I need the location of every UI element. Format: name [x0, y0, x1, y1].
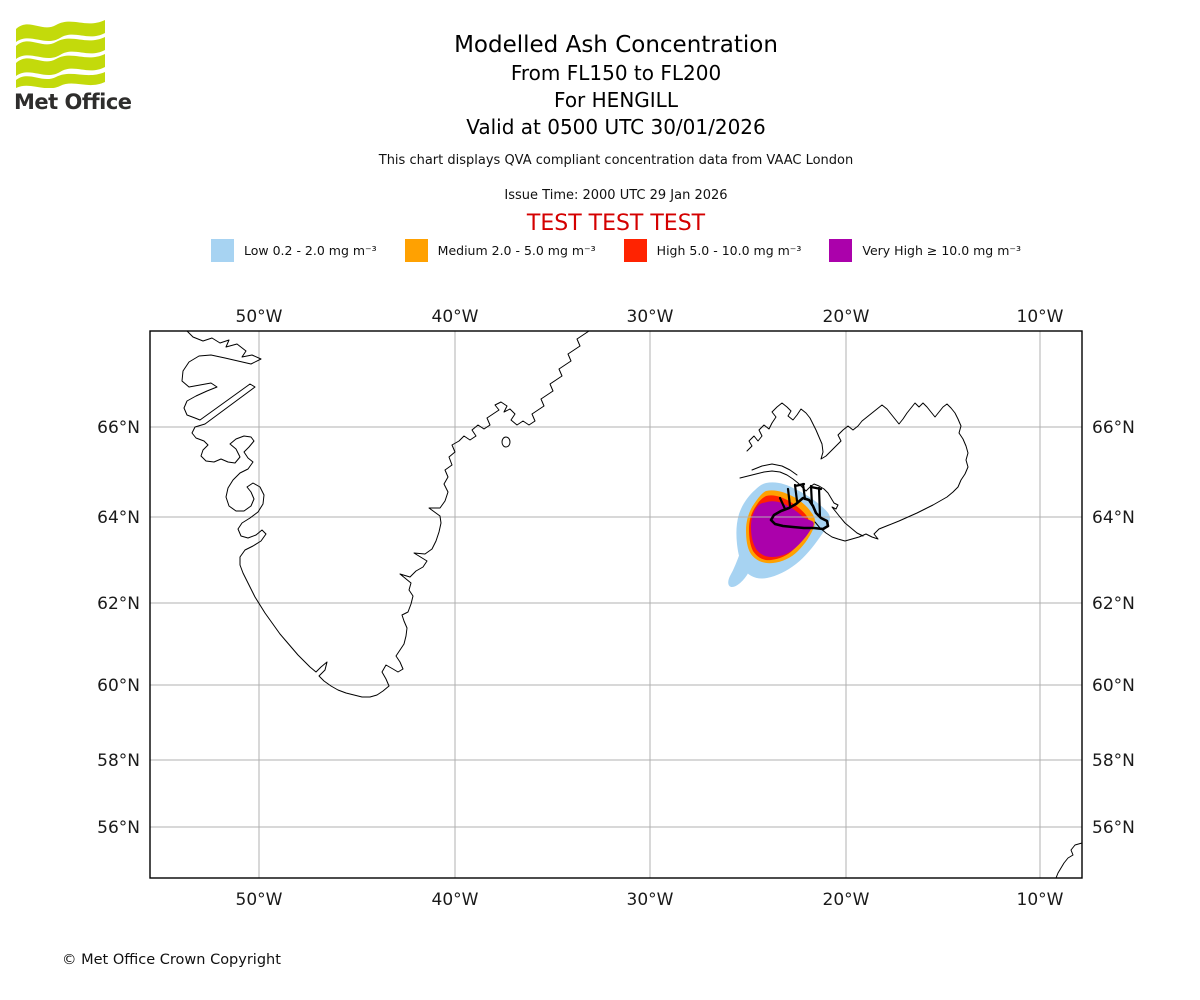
legend-item-very_high: Very High ≥ 10.0 mg m⁻³: [829, 239, 1021, 262]
lon-tick-label-top: 20°W: [823, 307, 870, 327]
greenland-offshore-island: [501, 436, 511, 448]
coastlines: [181, 330, 1083, 879]
met-office-waves-icon: [16, 20, 105, 89]
legend-swatch-medium: [404, 239, 428, 262]
lat-tick-label-right: 60°N: [1092, 676, 1135, 696]
iceland-snaefellsnes-segment: [751, 463, 798, 476]
header-block: Modelled Ash Concentration From FL150 to…: [32, 0, 1200, 236]
copyright-note: © Met Office Crown Copyright: [62, 952, 281, 968]
qva-note: This chart displays QVA compliant concen…: [378, 153, 854, 168]
lat-tick-label-right: 56°N: [1092, 818, 1135, 838]
legend-swatch-low: [211, 239, 234, 262]
legend-item-high: High 5.0 - 10.0 mg m⁻³: [623, 239, 802, 262]
plume-very-high-area: [751, 501, 814, 557]
lon-tick-label-top: 10°W: [1017, 307, 1064, 327]
source-region-hatch-icon: [778, 482, 823, 519]
legend-label-high: High 5.0 - 10.0 mg m⁻³: [656, 243, 802, 258]
source-region-marker: [769, 482, 830, 531]
legend-label-medium: Medium 2.0 - 5.0 mg m⁻³: [437, 243, 596, 258]
greenland-coastline: [181, 330, 590, 698]
legend-item-medium: Medium 2.0 - 5.0 mg m⁻³: [404, 239, 596, 262]
lat-tick-label-right: 62°N: [1092, 594, 1135, 614]
map-border: [149, 330, 1083, 879]
legend-item-low: Low 0.2 - 2.0 mg m⁻³: [211, 239, 377, 262]
lon-tick-label-bottom: 40°W: [432, 890, 479, 910]
legend-swatch-high: [623, 239, 647, 262]
plume-low-tail: [728, 548, 751, 587]
issue-time: Issue Time: 2000 UTC 29 Jan 2026: [504, 188, 728, 203]
lat-tick-label-left: 60°N: [97, 676, 140, 696]
lon-tick-label-bottom: 10°W: [1017, 890, 1064, 910]
lat-tick-label-right: 66°N: [1092, 418, 1135, 438]
iceland-west-coast-segment: [739, 470, 864, 537]
flight-level-subtitle: From FL150 to FL200: [510, 61, 722, 85]
concentration-legend: Low 0.2 - 2.0 mg m⁻³ Medium 2.0 - 5.0 mg …: [32, 239, 1200, 262]
map-frame: [149, 330, 1083, 879]
volcano-subtitle: For HENGILL: [554, 88, 678, 112]
lon-tick-label-bottom: 50°W: [236, 890, 283, 910]
legend-swatch-very_high: [829, 239, 853, 262]
lat-tick-label-right: 58°N: [1092, 751, 1135, 771]
lon-tick-label-top: 50°W: [236, 307, 283, 327]
legend-label-very_high: Very High ≥ 10.0 mg m⁻³: [862, 243, 1021, 258]
corner-coastline-fragment: [1055, 842, 1083, 879]
page-title: Modelled Ash Concentration: [454, 32, 778, 58]
lat-tick-label-left: 62°N: [97, 594, 140, 614]
source-region-outline: [769, 496, 830, 531]
lon-tick-label-bottom: 20°W: [823, 890, 870, 910]
axis-tick-labels: 50°W 50°W 40°W 40°W 30°W 30°W 20°W 20°W 10°W 10°W…: [97, 307, 1135, 910]
graticule: [150, 331, 1082, 878]
lat-tick-label-left: 64°N: [97, 508, 140, 528]
valid-time-subtitle: Valid at 0500 UTC 30/01/2026: [466, 115, 766, 139]
legend-label-low: Low 0.2 - 2.0 mg m⁻³: [244, 243, 377, 258]
test-banner: TEST TEST TEST: [526, 211, 706, 236]
met-office-logo: Met Office: [14, 12, 134, 114]
lat-tick-label-left: 66°N: [97, 418, 140, 438]
met-office-wordmark: Met Office: [14, 90, 132, 114]
lat-tick-label-right: 64°N: [1092, 508, 1135, 528]
iceland-coastline: [746, 402, 969, 542]
lon-tick-label-top: 40°W: [432, 307, 479, 327]
lon-tick-label-bottom: 30°W: [627, 890, 674, 910]
lat-tick-label-left: 56°N: [97, 818, 140, 838]
ash-plume: [728, 482, 830, 587]
lat-tick-label-left: 58°N: [97, 751, 140, 771]
lon-tick-label-top: 30°W: [627, 307, 674, 327]
